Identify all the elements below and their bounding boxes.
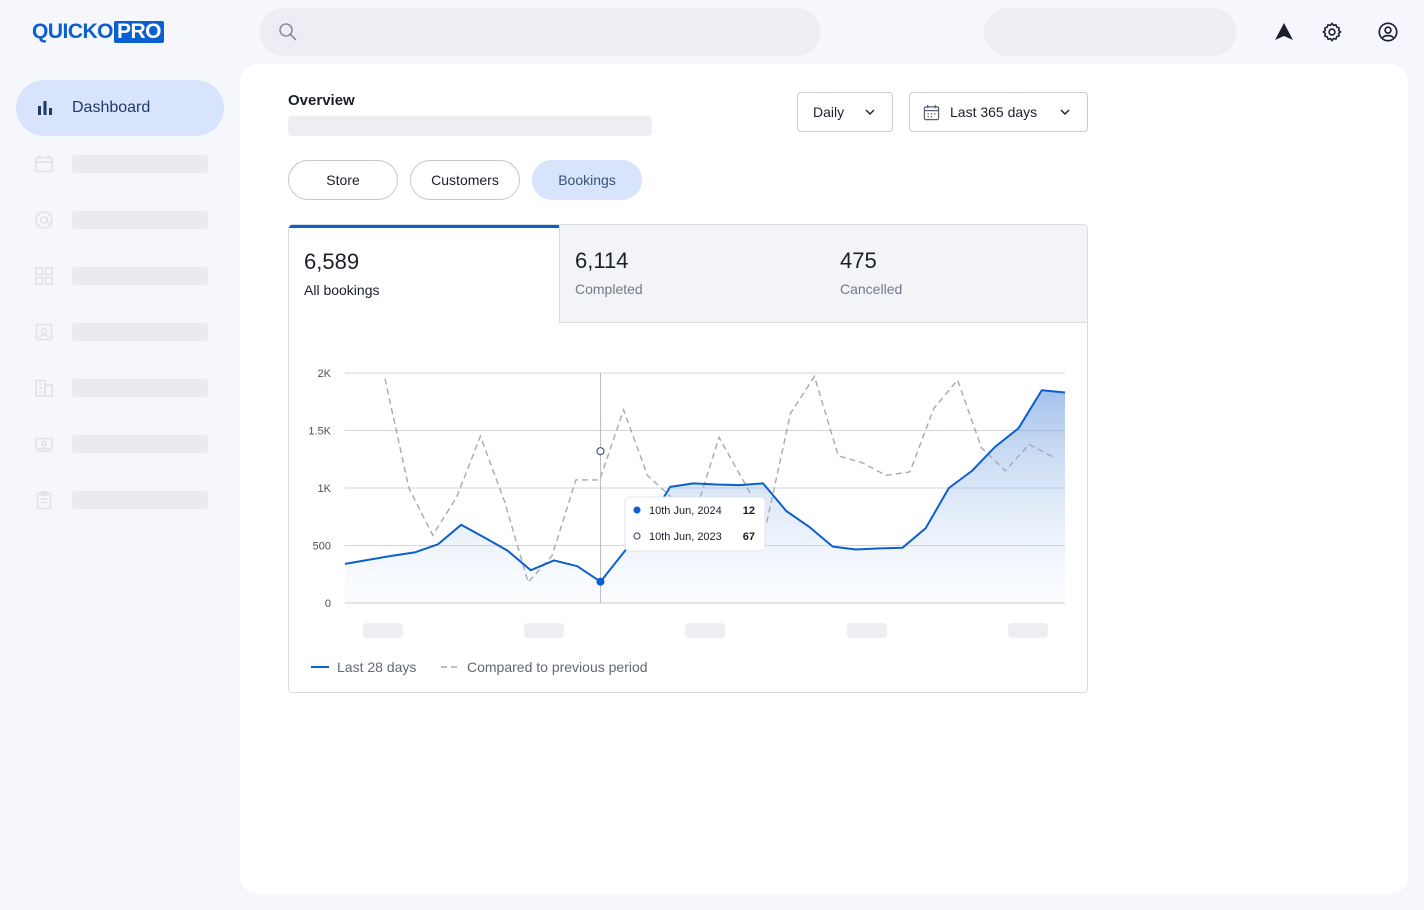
tooltip-dot-previous — [633, 532, 641, 540]
sidebar-item-placeholder — [72, 323, 208, 341]
logo[interactable]: QUICKO PRO — [32, 20, 165, 44]
tooltip-date-current: 10th Jun, 2024 — [649, 505, 722, 517]
series-line-previous-period — [384, 374, 1054, 584]
y-tick-label: 500 — [313, 541, 331, 553]
date-range-select[interactable]: Last 365 days — [909, 92, 1088, 132]
tooltip-value-previous: 67 — [743, 531, 755, 543]
legend-solid-line — [311, 666, 329, 668]
stat-completed[interactable]: 6,114 Completed — [560, 225, 824, 323]
tooltip-date-previous: 10th Jun, 2023 — [649, 531, 722, 543]
chevron-down-icon — [1060, 109, 1070, 115]
logo-text: QUICKO — [32, 20, 114, 43]
search-icon — [279, 23, 297, 41]
tab-label: Bookings — [558, 172, 616, 188]
sidebar-item-tasks[interactable] — [16, 472, 224, 528]
sidebar-item-calendar[interactable] — [16, 136, 224, 192]
stat-cancelled[interactable]: 475 Cancelled — [825, 225, 1087, 323]
tab-customers[interactable]: Customers — [410, 160, 520, 200]
y-tick-label: 1K — [318, 483, 332, 495]
tooltip-box — [624, 496, 766, 552]
y-tick-label: 1.5K — [308, 426, 331, 438]
search-input[interactable] — [260, 8, 820, 56]
y-tick-label: 0 — [325, 598, 331, 610]
legend-dashed-line — [441, 666, 461, 668]
highlight-point-current — [596, 577, 605, 586]
tab-label: Store — [326, 172, 360, 188]
clipboard-icon — [36, 491, 52, 510]
sidebar-item-placeholder — [72, 491, 208, 509]
tooltip-value-current: 12 — [743, 505, 755, 517]
sidebar-item-label: Dashboard — [72, 99, 151, 116]
x-tick-placeholder — [847, 623, 887, 638]
tab-store[interactable]: Store — [288, 160, 398, 200]
gear-icon[interactable] — [1320, 20, 1344, 44]
highlight-point-previous — [596, 447, 605, 456]
sidebar-item-placeholder — [72, 267, 208, 285]
series-line-last-28-days — [344, 389, 1066, 583]
stat-value: 475 — [840, 248, 877, 273]
navigation-arrow-icon[interactable] — [1272, 20, 1296, 44]
x-tick-placeholder — [363, 623, 403, 638]
chevron-down-icon — [865, 109, 875, 115]
top-placeholder-pill — [984, 8, 1236, 56]
tooltip-dot-current — [633, 506, 641, 514]
cash-icon — [35, 437, 53, 452]
x-tick-placeholder — [685, 623, 725, 638]
stat-active-indicator — [289, 225, 559, 228]
stat-label: Cancelled — [840, 281, 903, 297]
tab-label: Customers — [431, 172, 499, 188]
tab-bookings[interactable]: Bookings — [532, 160, 642, 200]
x-tick-placeholder — [1008, 623, 1048, 638]
legend-current: Last 28 days — [311, 659, 416, 675]
legend-previous: Compared to previous period — [441, 659, 648, 675]
page-title: Overview — [288, 92, 355, 109]
sidebar-item-placeholder — [72, 435, 208, 453]
stats-inactive-area — [559, 225, 1087, 323]
user-circle-icon[interactable] — [1376, 20, 1400, 44]
building-icon — [35, 379, 53, 397]
calendar-icon — [35, 155, 53, 173]
bookings-line-chart[interactable]: 0 500 1K 1.5K 2K 10th Jun, 2024 12 10th Jun, 20… — [289, 323, 1087, 653]
stat-all-bookings[interactable]: 6,589 All bookings — [289, 225, 559, 323]
calendar-icon — [923, 104, 940, 120]
sidebar-item-placeholder — [72, 155, 208, 173]
sidebar-item-placeholder — [72, 211, 208, 229]
legend-label: Last 28 days — [337, 659, 417, 675]
stat-value: 6,114 — [575, 248, 629, 273]
interval-select-value: Daily — [813, 104, 845, 120]
sidebar-item-placeholder — [72, 379, 208, 397]
logo-badge: PRO — [114, 21, 165, 43]
stat-label: Completed — [575, 281, 643, 297]
sidebar-item-contacts[interactable] — [16, 304, 224, 360]
grid-icon — [35, 267, 53, 285]
y-tick-label: 2K — [318, 368, 332, 380]
stat-label: All bookings — [304, 282, 380, 298]
main-content: Overview Daily Last 365 days Store Custo… — [240, 64, 1408, 894]
sidebar-item-dashboard[interactable]: Dashboard — [16, 80, 224, 136]
stat-value: 6,589 — [304, 249, 360, 274]
legend-label: Compared to previous period — [467, 659, 648, 675]
contact-card-icon — [35, 323, 53, 341]
bar-chart-icon — [38, 101, 52, 115]
sidebar-item-apps[interactable] — [16, 248, 224, 304]
sidebar-item-mentions[interactable] — [16, 192, 224, 248]
interval-select[interactable]: Daily — [797, 92, 893, 132]
sidebar-item-properties[interactable] — [16, 360, 224, 416]
bookings-chart-panel: 6,589 All bookings 6,114 Completed 475 C… — [288, 224, 1088, 693]
x-tick-placeholder — [524, 623, 564, 638]
sidebar-item-payments[interactable] — [16, 416, 224, 472]
date-range-value: Last 365 days — [950, 104, 1038, 120]
page-subtitle-placeholder — [288, 116, 652, 136]
at-sign-icon — [35, 211, 53, 229]
